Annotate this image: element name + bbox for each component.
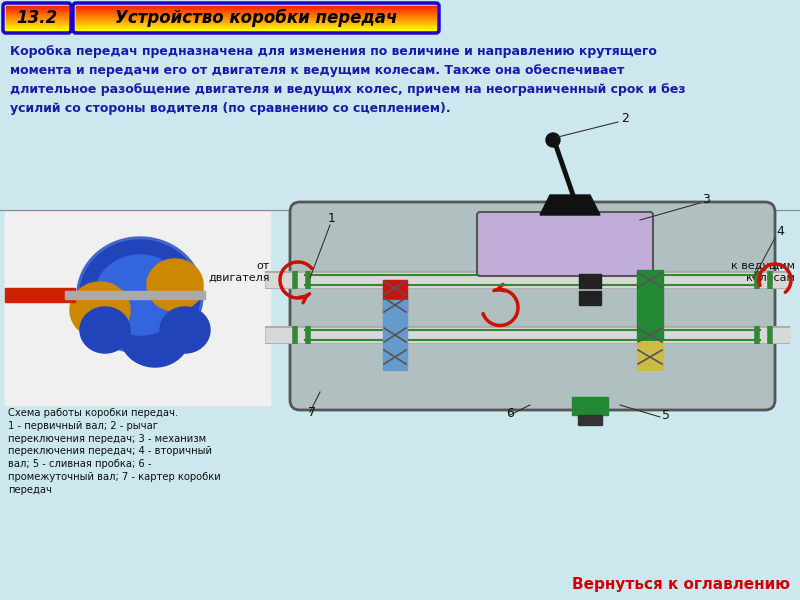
Bar — [6, 13, 68, 14]
Bar — [76, 5, 436, 7]
Bar — [383, 280, 407, 296]
Bar — [6, 22, 68, 23]
Polygon shape — [160, 307, 210, 353]
Bar — [76, 17, 436, 19]
Bar — [6, 17, 68, 18]
Polygon shape — [120, 303, 190, 367]
Bar — [76, 20, 436, 22]
Bar — [5, 212, 270, 405]
Bar — [383, 300, 407, 370]
FancyBboxPatch shape — [477, 212, 653, 276]
Bar — [76, 22, 436, 23]
Bar — [6, 16, 68, 17]
Text: Устройство коробки передач: Устройство коробки передач — [115, 9, 397, 27]
Bar — [6, 7, 68, 8]
Bar — [76, 20, 436, 21]
Text: 4: 4 — [776, 225, 784, 238]
Bar — [76, 24, 436, 25]
Bar — [76, 15, 436, 16]
Polygon shape — [80, 307, 130, 353]
Bar — [6, 23, 68, 25]
Bar — [579, 291, 601, 305]
Bar — [6, 12, 68, 13]
Bar — [6, 25, 68, 26]
Polygon shape — [70, 282, 130, 338]
Bar — [579, 274, 601, 288]
Polygon shape — [147, 259, 203, 311]
Bar — [76, 7, 436, 8]
Circle shape — [546, 133, 560, 147]
Bar — [76, 7, 436, 8]
Bar — [637, 270, 663, 340]
Bar — [6, 7, 68, 8]
Bar — [76, 29, 436, 30]
Text: 6: 6 — [506, 407, 514, 420]
Bar — [76, 13, 436, 15]
Polygon shape — [77, 237, 203, 353]
Text: Коробка передач предназначена для изменения по величине и направлению крутящего
: Коробка передач предназначена для измене… — [10, 45, 686, 115]
Bar — [6, 19, 68, 20]
Text: Вернуться к оглавлению: Вернуться к оглавлению — [572, 577, 790, 592]
Bar — [6, 25, 68, 27]
FancyBboxPatch shape — [290, 202, 775, 410]
Bar — [6, 20, 68, 21]
Bar — [6, 28, 68, 29]
Bar — [76, 8, 436, 9]
Bar — [6, 11, 68, 13]
Polygon shape — [95, 255, 185, 335]
Bar — [6, 20, 68, 22]
Bar — [76, 19, 436, 20]
Text: 3: 3 — [702, 193, 710, 206]
Bar — [6, 8, 68, 10]
Bar — [76, 28, 436, 29]
Text: 13.2: 13.2 — [16, 9, 58, 27]
Bar — [6, 17, 68, 19]
Text: от
двигателя: от двигателя — [209, 261, 270, 283]
Bar — [76, 19, 436, 20]
Bar — [6, 5, 68, 7]
Text: 2: 2 — [621, 112, 629, 125]
Bar — [6, 22, 68, 23]
Bar — [6, 15, 68, 16]
Bar — [76, 12, 436, 13]
Bar — [5, 288, 75, 302]
Bar — [65, 291, 205, 299]
Bar — [76, 10, 436, 11]
Text: 5: 5 — [662, 409, 670, 422]
Bar — [76, 27, 436, 28]
Bar — [6, 19, 68, 20]
Polygon shape — [80, 240, 200, 350]
Bar — [76, 14, 436, 16]
Bar — [76, 22, 436, 23]
Bar — [6, 10, 68, 11]
Bar — [76, 13, 436, 14]
Text: Схема работы коробки передач.
1 - первичный вал; 2 - рычаг
переключения передач;: Схема работы коробки передач. 1 - первич… — [8, 408, 221, 495]
Text: к ведущим
колесам: к ведущим колесам — [731, 261, 795, 283]
Bar — [76, 26, 436, 28]
Bar — [76, 10, 436, 11]
Bar — [6, 8, 68, 9]
Bar — [6, 27, 68, 28]
Bar — [383, 296, 407, 313]
Text: 7: 7 — [308, 406, 316, 419]
Bar — [76, 16, 436, 17]
Polygon shape — [540, 195, 600, 215]
Bar — [6, 14, 68, 16]
Bar — [6, 13, 68, 15]
Bar — [572, 397, 608, 415]
Bar — [637, 267, 663, 340]
Bar — [76, 25, 436, 26]
Bar — [6, 10, 68, 11]
Bar — [6, 29, 68, 30]
Bar — [76, 25, 436, 27]
Bar — [76, 8, 436, 10]
Text: 1: 1 — [328, 212, 336, 225]
Bar — [76, 11, 436, 13]
Bar — [76, 17, 436, 18]
Bar — [578, 415, 602, 425]
Bar — [6, 26, 68, 28]
Bar — [76, 23, 436, 25]
Bar — [637, 342, 663, 370]
Bar — [6, 24, 68, 25]
